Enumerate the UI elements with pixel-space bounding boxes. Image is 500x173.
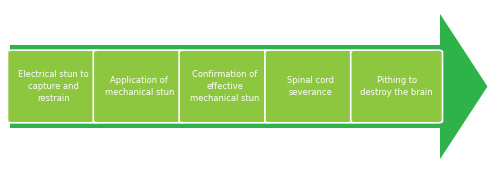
Text: Application of
mechanical stun: Application of mechanical stun xyxy=(104,76,174,97)
Text: Spinal cord
severance: Spinal cord severance xyxy=(288,76,335,97)
FancyBboxPatch shape xyxy=(179,50,271,123)
FancyBboxPatch shape xyxy=(350,50,442,123)
FancyBboxPatch shape xyxy=(265,50,356,123)
Text: Confirmation of
effective
mechanical stun: Confirmation of effective mechanical stu… xyxy=(190,70,260,103)
Text: Electrical stun to
capture and
restrain: Electrical stun to capture and restrain xyxy=(18,70,89,103)
FancyBboxPatch shape xyxy=(8,50,100,123)
Text: Pithing to
destroy the brain: Pithing to destroy the brain xyxy=(360,76,433,97)
Polygon shape xyxy=(10,14,488,159)
FancyBboxPatch shape xyxy=(94,50,185,123)
